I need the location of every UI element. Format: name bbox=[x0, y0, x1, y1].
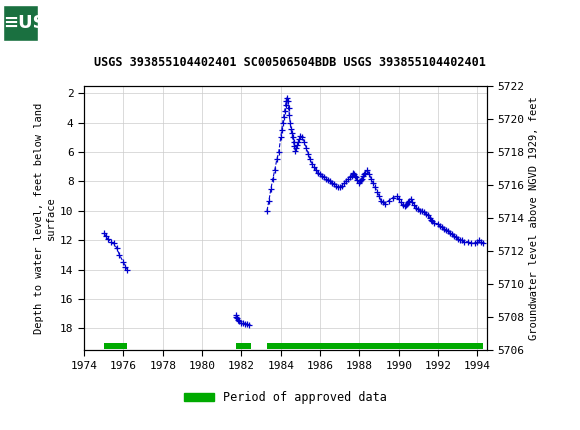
Text: ≡USGS: ≡USGS bbox=[3, 14, 74, 31]
Bar bbox=[267, 344, 483, 349]
Y-axis label: Groundwater level above NGVD 1929, feet: Groundwater level above NGVD 1929, feet bbox=[529, 96, 539, 340]
Bar bbox=[235, 344, 251, 349]
Bar bbox=[104, 344, 128, 349]
Text: USGS 393855104402401 SC00506504BDB USGS 393855104402401: USGS 393855104402401 SC00506504BDB USGS … bbox=[94, 56, 486, 69]
Bar bbox=[3, 4, 38, 41]
Y-axis label: Depth to water level, feet below land
surface: Depth to water level, feet below land su… bbox=[34, 103, 56, 334]
Legend: Period of approved data: Period of approved data bbox=[180, 387, 392, 409]
Bar bbox=[3, 4, 38, 41]
